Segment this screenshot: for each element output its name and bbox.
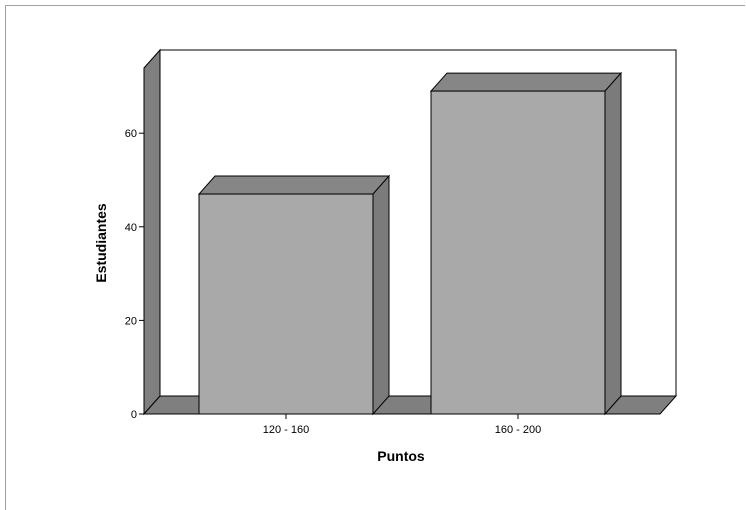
bar-front-0 [198, 193, 374, 415]
bar-0 [197, 174, 391, 416]
y-axis-title: Estudiantes [93, 203, 109, 283]
left-wall [143, 48, 161, 416]
bar-side-0 [372, 174, 390, 416]
bar-side-1 [604, 71, 622, 416]
x-axis: 120 - 160 160 - 200 [144, 413, 660, 436]
y-tick-label-1: 20 [125, 315, 137, 327]
y-axis: 0 20 40 60 [125, 68, 145, 421]
y-tick-label-3: 60 [125, 128, 137, 140]
bar-top-0 [197, 175, 391, 195]
bar-front-1 [430, 90, 606, 415]
x-tick-label-1: 160 - 200 [495, 424, 541, 436]
x-axis-title: Puntos [377, 448, 425, 464]
x-tick-label-0: 120 - 160 [263, 424, 309, 436]
bar-1 [429, 71, 623, 416]
y-tick-label-0: 0 [131, 409, 137, 421]
bars [197, 71, 623, 416]
y-tick-label-2: 40 [125, 222, 137, 234]
bar-top-1 [429, 72, 623, 92]
